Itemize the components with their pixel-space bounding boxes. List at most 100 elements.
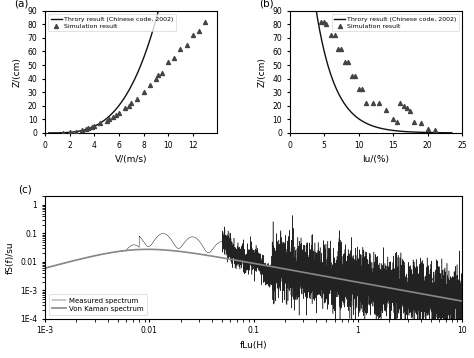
Simulation result	[171, 55, 178, 61]
Simulation result	[109, 114, 117, 120]
Simulation result	[82, 126, 90, 132]
Simulation result	[201, 19, 209, 24]
Text: (a): (a)	[14, 0, 28, 8]
Simulation result	[152, 76, 160, 82]
Measured spectrum	[42, 266, 48, 270]
Y-axis label: Z/(cm): Z/(cm)	[13, 57, 22, 87]
Line: Measured spectrum: Measured spectrum	[45, 216, 462, 350]
Von Kaman spectrum	[42, 266, 48, 270]
Simulation result	[431, 127, 438, 133]
Simulation result	[334, 46, 342, 52]
Simulation result	[177, 46, 184, 52]
Simulation result	[121, 106, 129, 111]
Simulation result	[390, 116, 397, 122]
Throry result (Chinese code, 2002)	[98, 121, 103, 125]
Simulation result	[358, 87, 366, 92]
Simulation result	[355, 87, 363, 92]
Simulation result	[317, 19, 325, 24]
Measured spectrum	[374, 307, 379, 311]
Measured spectrum	[63, 261, 69, 265]
Simulation result	[424, 126, 431, 132]
Simulation result	[320, 19, 328, 24]
Simulation result	[189, 32, 197, 38]
Measured spectrum	[193, 236, 199, 240]
Legend: Throry result (Chinese code, 2002), Simulation result: Throry result (Chinese code, 2002), Simu…	[48, 14, 176, 32]
Legend: Measured spectrum, Von Kaman spectrum: Measured spectrum, Von Kaman spectrum	[48, 294, 147, 315]
Throry result (Chinese code, 2002)	[109, 112, 114, 116]
Simulation result	[331, 32, 338, 38]
Throry result (Chinese code, 2002)	[65, 130, 71, 135]
Simulation result	[146, 83, 154, 88]
Simulation result	[158, 70, 166, 76]
Simulation result	[400, 103, 407, 108]
Simulation result	[97, 121, 104, 126]
Simulation result	[396, 100, 404, 106]
Simulation result	[91, 123, 98, 129]
Von Kaman spectrum	[289, 268, 295, 272]
Y-axis label: fS(f)/su: fS(f)/su	[6, 241, 15, 274]
Measured spectrum	[351, 259, 357, 263]
Simulation result	[337, 46, 345, 52]
Throry result (Chinese code, 2002)	[313, 7, 319, 11]
Simulation result	[369, 100, 376, 106]
Simulation result	[105, 116, 113, 122]
Simulation result	[113, 112, 120, 118]
Simulation result	[125, 103, 133, 108]
Von Kaman spectrum	[193, 251, 199, 256]
Measured spectrum	[307, 255, 313, 259]
Simulation result	[183, 42, 191, 48]
Throry result (Chinese code, 2002)	[146, 42, 152, 46]
Simulation result	[78, 127, 86, 133]
Throry result (Chinese code, 2002)	[411, 130, 417, 134]
Von Kaman spectrum	[351, 279, 357, 284]
Von Kaman spectrum	[63, 261, 69, 265]
Throry result (Chinese code, 2002)	[367, 123, 373, 127]
Throry result (Chinese code, 2002)	[46, 131, 52, 135]
Simulation result	[103, 118, 110, 124]
Simulation result	[345, 59, 352, 65]
Von Kaman spectrum	[145, 247, 151, 251]
Simulation result	[88, 125, 96, 130]
Line: Von Kaman spectrum: Von Kaman spectrum	[45, 249, 462, 301]
Simulation result	[60, 130, 67, 135]
Throry result (Chinese code, 2002)	[412, 130, 418, 134]
Simulation result	[134, 96, 141, 102]
Measured spectrum	[289, 274, 295, 278]
Legend: Throry result (Chinese code, 2002), Simulation result: Throry result (Chinese code, 2002), Simu…	[331, 14, 459, 32]
Simulation result	[328, 32, 335, 38]
Simulation result	[164, 59, 172, 65]
Simulation result	[383, 107, 390, 113]
Simulation result	[155, 72, 162, 77]
Y-axis label: Z/(cm): Z/(cm)	[258, 57, 267, 87]
Simulation result	[322, 21, 329, 27]
X-axis label: Iu/(%): Iu/(%)	[363, 155, 390, 164]
Simulation result	[341, 59, 349, 65]
Simulation result	[115, 110, 123, 115]
Text: (c): (c)	[18, 184, 32, 194]
Simulation result	[375, 100, 383, 106]
Throry result (Chinese code, 2002)	[357, 118, 363, 122]
Measured spectrum	[459, 306, 465, 311]
Simulation result	[140, 90, 147, 95]
Throry result (Chinese code, 2002)	[329, 77, 335, 81]
Simulation result	[84, 125, 92, 131]
Simulation result	[128, 100, 135, 106]
Simulation result	[393, 119, 401, 125]
Measured spectrum	[290, 213, 295, 218]
Measured spectrum	[438, 348, 443, 352]
Von Kaman spectrum	[374, 284, 379, 288]
Simulation result	[72, 129, 80, 134]
Simulation result	[352, 73, 359, 79]
Simulation result	[410, 119, 418, 125]
Simulation result	[348, 73, 356, 79]
Simulation result	[417, 121, 425, 126]
Line: Throry result (Chinese code, 2002): Throry result (Chinese code, 2002)	[316, 9, 452, 133]
Simulation result	[195, 28, 203, 34]
X-axis label: V/(m/s): V/(m/s)	[115, 155, 147, 164]
X-axis label: fLu(H): fLu(H)	[240, 341, 267, 350]
Simulation result	[407, 108, 414, 114]
Simulation result	[66, 129, 73, 135]
Von Kaman spectrum	[459, 299, 465, 303]
Throry result (Chinese code, 2002)	[449, 131, 455, 135]
Simulation result	[362, 100, 369, 106]
